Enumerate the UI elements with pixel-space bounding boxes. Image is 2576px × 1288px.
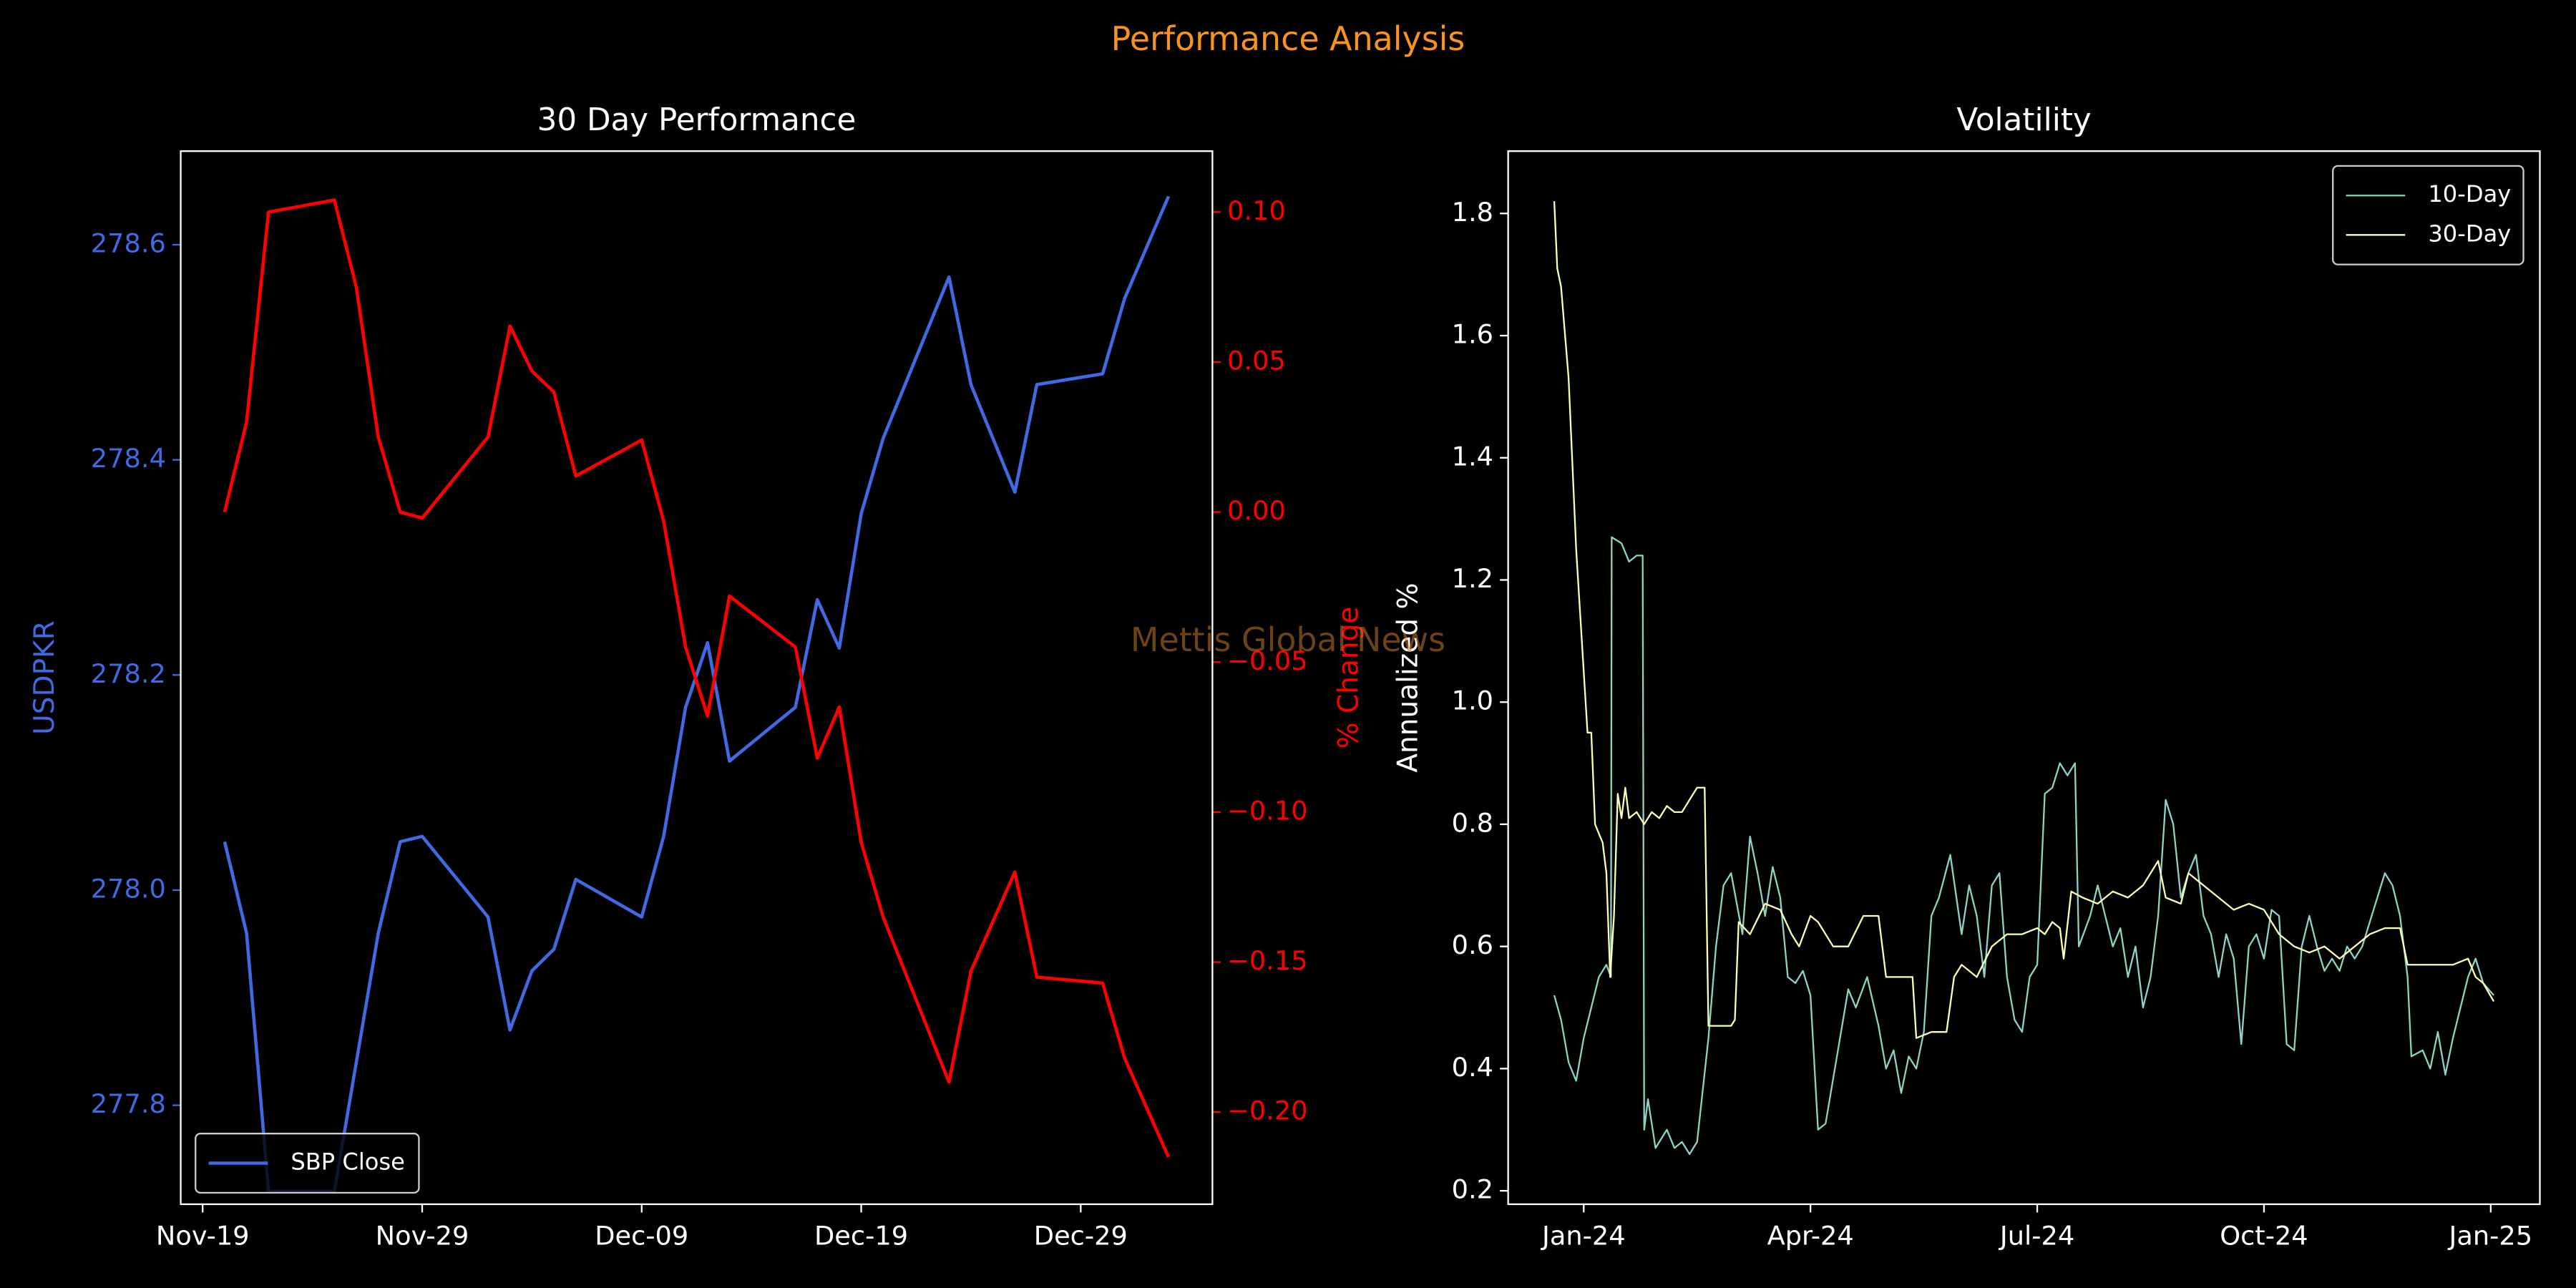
y-tick-label: 278.6 <box>91 228 166 259</box>
legend-label: SBP Close <box>291 1148 405 1176</box>
y-tick-label: 278.0 <box>91 873 166 904</box>
series-line <box>223 198 1171 1158</box>
chart-title: 30 Day Performance <box>537 102 857 138</box>
y2-tick-label: −0.05 <box>1227 645 1308 676</box>
series-line <box>1553 536 2494 1156</box>
y2-tick-label: 0.00 <box>1227 495 1286 526</box>
chart-title: Volatility <box>1956 102 2091 138</box>
x-tick-label: Nov-29 <box>376 1220 469 1251</box>
y-tick-label: 0.2 <box>1452 1174 1493 1205</box>
watermark: Mettis Global News <box>1131 620 1445 659</box>
x-tick-label: Jan-24 <box>1541 1220 1626 1251</box>
y-axis-label: Annualized % <box>1392 582 1424 772</box>
legend-label: 30-Day <box>2428 220 2511 247</box>
x-tick-label: Dec-19 <box>814 1220 908 1251</box>
y-tick-label: 0.6 <box>1452 930 1493 960</box>
y-tick-label: 278.2 <box>91 658 166 689</box>
figure-title: Performance Analysis <box>1111 19 1465 58</box>
legend-box <box>195 1133 420 1194</box>
x-tick-label: Jan-25 <box>2448 1220 2533 1251</box>
y2-tick-label: −0.20 <box>1227 1096 1308 1126</box>
y-tick-label: 1.2 <box>1452 563 1493 594</box>
y-tick-label: 1.0 <box>1452 686 1493 716</box>
x-tick-label: Apr-24 <box>1767 1220 1854 1251</box>
x-tick-label: Jul-24 <box>1999 1220 2074 1251</box>
plot-frame <box>1507 150 2541 1206</box>
y-tick-label: 0.8 <box>1452 807 1493 838</box>
y2-tick-label: 0.10 <box>1227 195 1286 226</box>
y-axis-label: USDPKR <box>29 620 61 735</box>
series-line <box>223 195 1171 1194</box>
legend-label: 10-Day <box>2428 180 2511 208</box>
y2-tick-label: −0.10 <box>1227 795 1308 826</box>
x-tick-label: Oct-24 <box>2220 1220 2308 1251</box>
y-tick-label: 1.4 <box>1452 441 1493 472</box>
y-tick-label: 278.4 <box>91 443 166 474</box>
x-tick-label: Nov-19 <box>156 1220 250 1251</box>
y2-tick-label: −0.15 <box>1227 945 1308 976</box>
y2-axis-label: % Change <box>1333 607 1365 749</box>
plot-frame <box>180 150 1214 1206</box>
y2-tick-label: 0.05 <box>1227 345 1286 376</box>
x-tick-label: Dec-09 <box>595 1220 688 1251</box>
y-tick-label: 1.6 <box>1452 319 1493 350</box>
series-line <box>1553 201 2495 1039</box>
y-tick-label: 277.8 <box>91 1088 166 1119</box>
y-tick-label: 1.8 <box>1452 197 1493 228</box>
y-tick-label: 0.4 <box>1452 1052 1493 1083</box>
legend-box <box>2332 165 2524 265</box>
x-tick-label: Dec-29 <box>1034 1220 1128 1251</box>
